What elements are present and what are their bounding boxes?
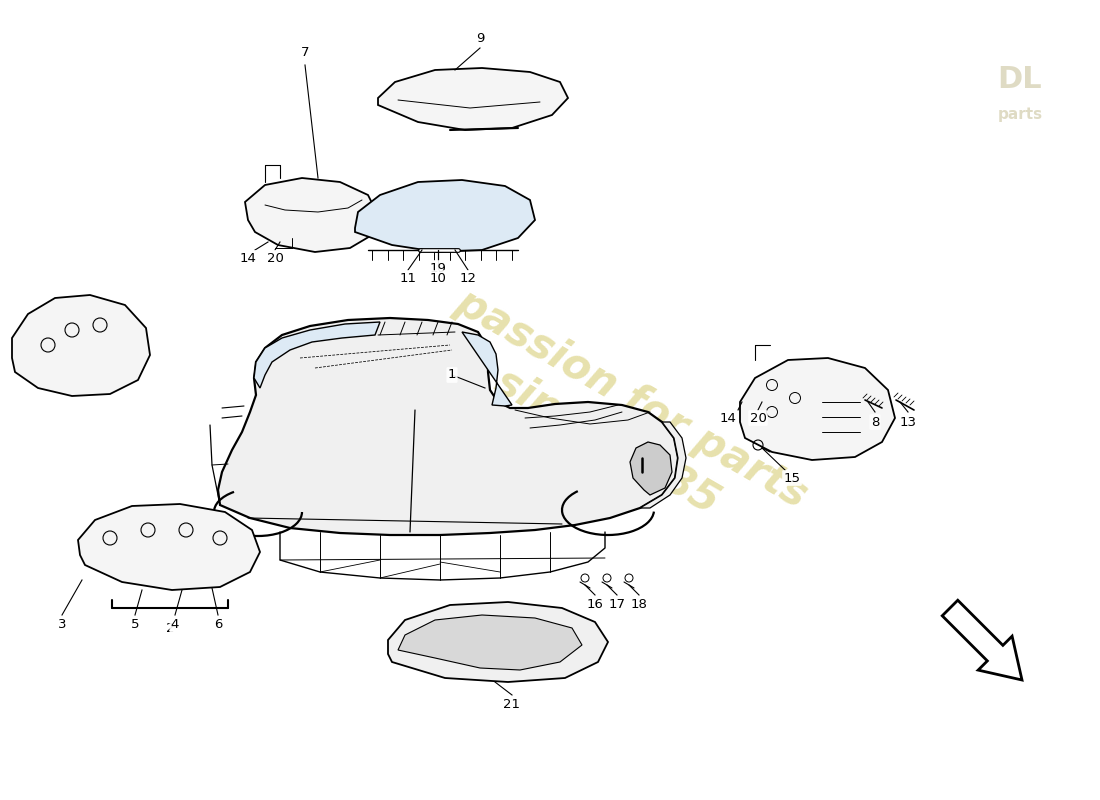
Text: 14: 14 [719, 411, 736, 425]
Text: 13: 13 [900, 415, 916, 429]
Text: 8: 8 [871, 415, 879, 429]
Text: 14: 14 [240, 251, 256, 265]
Text: 11: 11 [399, 271, 417, 285]
Polygon shape [462, 332, 512, 406]
Text: 1: 1 [448, 369, 456, 382]
Polygon shape [355, 180, 535, 252]
Polygon shape [378, 68, 568, 130]
Polygon shape [398, 615, 582, 670]
Text: 16: 16 [586, 598, 604, 611]
Text: 12: 12 [460, 271, 476, 285]
Text: 2: 2 [166, 622, 174, 634]
Text: DL: DL [998, 66, 1043, 94]
Text: 20: 20 [749, 411, 767, 425]
Polygon shape [640, 422, 686, 508]
Text: 5: 5 [131, 618, 140, 631]
Polygon shape [740, 358, 895, 460]
Polygon shape [78, 504, 260, 590]
Text: 10: 10 [430, 271, 447, 285]
Text: passion for parts
since 1985: passion for parts since 1985 [425, 281, 815, 559]
Text: 20: 20 [266, 251, 284, 265]
Text: 4: 4 [170, 618, 179, 631]
FancyArrow shape [943, 600, 1022, 680]
Text: 6: 6 [213, 618, 222, 631]
Polygon shape [630, 442, 672, 495]
Polygon shape [218, 318, 678, 535]
Polygon shape [12, 295, 150, 396]
Polygon shape [388, 602, 608, 682]
Text: parts: parts [998, 107, 1043, 122]
Text: 15: 15 [783, 471, 801, 485]
Polygon shape [254, 322, 380, 388]
Text: 3: 3 [57, 618, 66, 631]
Polygon shape [245, 178, 378, 252]
Text: 17: 17 [608, 598, 626, 611]
Text: 19: 19 [430, 262, 447, 274]
Text: 7: 7 [300, 46, 309, 58]
Text: 18: 18 [630, 598, 648, 611]
Text: 9: 9 [476, 31, 484, 45]
Text: 21: 21 [504, 698, 520, 711]
